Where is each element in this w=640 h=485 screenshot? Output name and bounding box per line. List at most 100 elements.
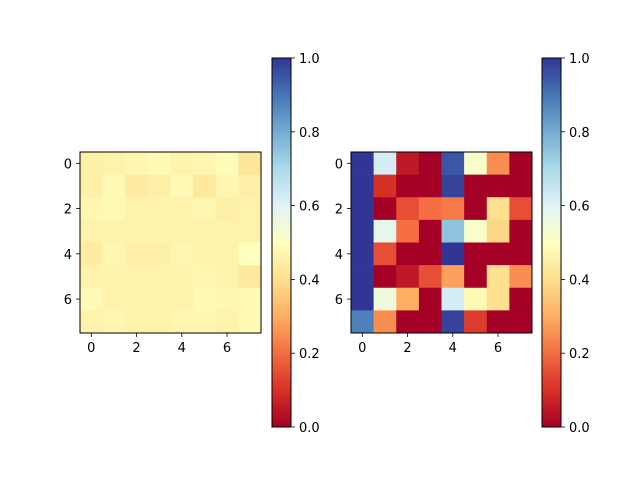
plot-frame xyxy=(79,151,262,334)
heatmap-cell xyxy=(193,310,217,334)
heatmap-cell xyxy=(238,152,262,175)
heatmap-cell xyxy=(441,219,465,243)
heatmap-cell xyxy=(396,265,420,289)
heatmap-cell xyxy=(418,310,442,334)
colorbar-tick-label: 0.8 xyxy=(299,126,320,141)
heatmap-cell xyxy=(170,265,194,289)
heatmap-cell xyxy=(193,265,217,289)
heatmap-cell xyxy=(215,219,239,243)
heatmap-cell xyxy=(373,174,397,198)
y-tick-label: 6 xyxy=(335,293,343,308)
heatmap-cell xyxy=(170,197,194,221)
colorbar-2: 0.0 0.2 0.4 0.6 0.8 1.0 xyxy=(541,52,590,436)
colorbar-tick-label: 0.6 xyxy=(299,200,320,215)
heatmap-cell xyxy=(80,287,103,311)
plot-frame xyxy=(350,151,533,334)
heatmap-cell xyxy=(441,152,465,175)
heatmap-cell xyxy=(509,242,533,266)
heatmap-cell xyxy=(418,287,442,311)
x-tick-label: 0 xyxy=(358,341,366,356)
heatmap-cell xyxy=(486,174,510,198)
colorbar-tick-label: 0.4 xyxy=(569,273,590,288)
heatmap-cell xyxy=(373,310,397,334)
heatmap-cell xyxy=(486,242,510,266)
heatmap-cell xyxy=(373,219,397,243)
heatmap-cell xyxy=(464,219,488,243)
heatmap-cell xyxy=(80,197,103,221)
heatmap-cell xyxy=(464,265,488,289)
heatmap-cell xyxy=(147,287,171,311)
heatmap-cell xyxy=(464,287,488,311)
colorbar-tick-label: 0.6 xyxy=(569,200,590,215)
x-tick-label: 4 xyxy=(449,341,457,356)
heatmap-cell xyxy=(464,152,488,175)
heatmap-cell xyxy=(464,310,488,334)
heatmap-cell xyxy=(418,242,442,266)
heatmap-cell xyxy=(102,174,126,198)
heatmap-cell xyxy=(373,242,397,266)
heatmap-cell xyxy=(418,174,442,198)
heatmap-panel-2: 0 2 4 6 0 2 4 6 0.0 0.2 0.4 0.6 0.8 1.0 xyxy=(335,52,590,436)
heatmap-cell xyxy=(238,265,262,289)
heatmap-cell xyxy=(125,287,149,311)
heatmap-cell xyxy=(215,287,239,311)
heatmap-cell xyxy=(80,242,103,266)
colorbar-tick-label: 0.0 xyxy=(569,421,590,436)
heatmap-cell xyxy=(80,265,103,289)
heatmap-cell xyxy=(80,174,103,198)
heatmap-cell xyxy=(396,174,420,198)
x-tick-label: 6 xyxy=(494,341,502,356)
heatmap-cell xyxy=(147,197,171,221)
heatmap-cell xyxy=(396,287,420,311)
heatmap-cell xyxy=(351,287,374,311)
heatmap-cell xyxy=(441,287,465,311)
heatmap-cell xyxy=(418,152,442,175)
heatmap-cell xyxy=(125,219,149,243)
heatmap-cell xyxy=(396,152,420,175)
colorbar-tick-label: 0.2 xyxy=(569,347,590,362)
heatmap-cell xyxy=(373,287,397,311)
heatmap-cell xyxy=(147,310,171,334)
heatmap-cell xyxy=(509,219,533,243)
heatmap-cell xyxy=(486,197,510,221)
heatmap-cell xyxy=(486,310,510,334)
heatmap-cell xyxy=(125,242,149,266)
heatmap-cell xyxy=(215,197,239,221)
heatmap-cell xyxy=(509,265,533,289)
x-tick-label: 6 xyxy=(223,341,231,356)
heatmap-cell xyxy=(80,152,103,175)
colorbar-1: 0.0 0.2 0.4 0.6 0.8 1.0 xyxy=(271,52,320,436)
heatmap-cell xyxy=(396,242,420,266)
heatmap-cell xyxy=(441,265,465,289)
heatmap-cell xyxy=(147,152,171,175)
heatmap-cell xyxy=(193,219,217,243)
heatmap-cell xyxy=(351,197,374,221)
heatmap-cell xyxy=(486,265,510,289)
heatmap-panel-1: 0 2 4 6 0 2 4 6 0.0 0.2 0.4 0.6 0.8 1.0 xyxy=(64,52,320,436)
heatmap-cell xyxy=(351,152,374,175)
x-tick-label: 2 xyxy=(132,341,140,356)
heatmap-cell xyxy=(441,310,465,334)
heatmap-cell xyxy=(147,219,171,243)
colorbar-tick-label: 0.8 xyxy=(569,126,590,141)
heatmap-cell xyxy=(170,152,194,175)
heatmap-cell xyxy=(80,219,103,243)
heatmap-cell xyxy=(509,310,533,334)
heatmap-cell xyxy=(238,242,262,266)
heatmap-cell xyxy=(170,219,194,243)
heatmap-cell xyxy=(418,197,442,221)
y-tick-label: 2 xyxy=(335,203,343,218)
y-tick-label: 4 xyxy=(64,248,72,263)
heatmap-cell xyxy=(509,287,533,311)
heatmap-cell xyxy=(464,174,488,198)
heatmap-cell xyxy=(486,287,510,311)
heatmap-cell xyxy=(486,152,510,175)
x-tick-label: 0 xyxy=(87,341,95,356)
heatmap-cell xyxy=(125,152,149,175)
heatmap-cell xyxy=(373,265,397,289)
heatmap-cell xyxy=(441,174,465,198)
heatmap-cell xyxy=(102,265,126,289)
heatmap-cell xyxy=(441,197,465,221)
heatmap-cell xyxy=(238,174,262,198)
